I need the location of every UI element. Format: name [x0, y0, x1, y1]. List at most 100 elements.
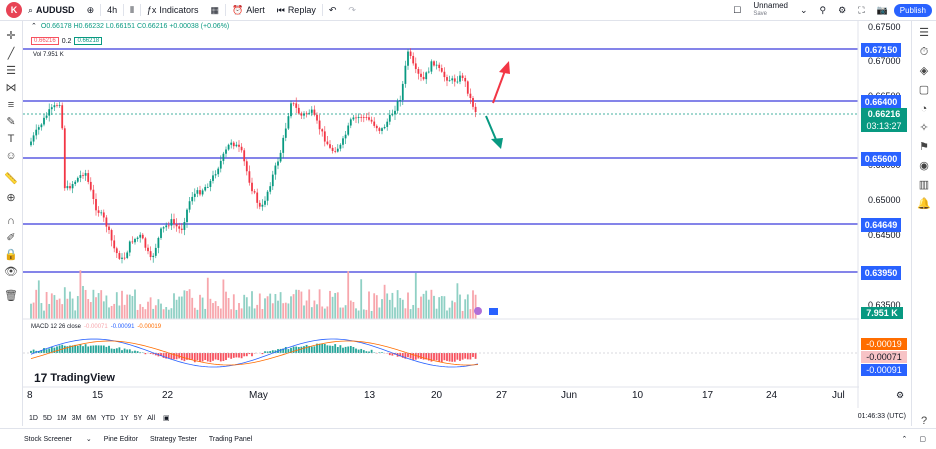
horizontal-lines-icon[interactable]: ☰	[4, 64, 18, 78]
notifications-icon[interactable]: 🔔	[917, 197, 931, 211]
range-1m[interactable]: 1M	[57, 415, 67, 422]
candle-body	[121, 258, 123, 259]
candle-body	[48, 109, 50, 115]
zoom-in-icon[interactable]: ⊕	[4, 191, 18, 205]
tab-pine-editor[interactable]: Pine Editor	[104, 436, 138, 443]
visibility-icon[interactable]: 👁	[4, 265, 18, 279]
gear-icon[interactable]: ⚙	[832, 0, 852, 20]
candle-body	[191, 197, 193, 201]
replay-button[interactable]: ⏮Replay	[271, 0, 322, 20]
candle-body	[124, 258, 126, 259]
settings-gear-icon[interactable]: ⚙	[896, 390, 904, 401]
chart-type-button[interactable]: ⫴	[124, 0, 140, 20]
flag-icon[interactable]	[489, 308, 498, 315]
redo-button[interactable]: ↷	[342, 0, 362, 20]
range-all[interactable]: All	[147, 415, 155, 422]
quick-search-icon[interactable]: ⚲	[814, 0, 833, 20]
streams-icon[interactable]: ◉	[917, 159, 931, 173]
alert-button[interactable]: ⏰Alert	[226, 0, 271, 20]
undo-button[interactable]: ↶	[323, 0, 343, 20]
emoji-icon[interactable]: ☺	[4, 149, 18, 163]
fib-icon[interactable]: ≡	[4, 98, 18, 112]
chevron-icon[interactable]: ⌃	[31, 22, 37, 30]
macd-histogram-bar	[173, 353, 175, 359]
tv-icon: 17	[34, 371, 47, 385]
tab-stock-screener[interactable]: Stock Screener ⌄	[12, 435, 92, 443]
chevron-down-icon[interactable]: ⌄	[794, 0, 814, 20]
replay-icon: ⏮	[277, 5, 285, 16]
volume-bar	[254, 308, 256, 319]
volume-bar	[82, 286, 84, 319]
hotlist-icon[interactable]: ◔	[917, 102, 931, 116]
text-icon[interactable]: T	[4, 132, 18, 146]
volume-bar	[129, 295, 131, 319]
flash-icon[interactable]	[474, 307, 482, 315]
price-chart[interactable]	[23, 21, 859, 408]
range-6m[interactable]: 6M	[86, 415, 96, 422]
fullscreen-icon[interactable]: ⛶	[852, 0, 870, 20]
range-5d[interactable]: 5D	[43, 415, 52, 422]
level-price-label: 0.65600	[861, 152, 901, 166]
publish-button[interactable]: Publish	[894, 4, 932, 17]
candle-body	[241, 147, 243, 151]
layers-icon[interactable]: ◈	[917, 64, 931, 78]
alerts-clock-icon[interactable]: ⏱	[917, 45, 931, 59]
calendar-range-icon[interactable]: ▣	[163, 414, 170, 422]
time-tick: 15	[92, 390, 103, 401]
macd-histogram-bar	[48, 348, 50, 353]
ruler-icon[interactable]: 📏	[4, 172, 18, 186]
magnet-icon[interactable]: ∩	[4, 214, 18, 228]
range-5y[interactable]: 5Y	[134, 415, 143, 422]
utc-clock[interactable]: 01:46:33 (UTC)	[858, 413, 906, 420]
candle-body	[116, 248, 118, 253]
trash-icon[interactable]: 🗑	[4, 289, 18, 303]
maximize-icon[interactable]: ▢	[919, 435, 926, 443]
candle-body	[259, 203, 261, 207]
tab-strategy-tester[interactable]: Strategy Tester	[150, 436, 197, 443]
ideas-icon[interactable]: ✧	[917, 121, 931, 135]
volume-bar	[241, 308, 243, 319]
candle-body	[212, 175, 214, 181]
watchlist-icon[interactable]: ☰	[917, 26, 931, 40]
crosshair-icon[interactable]: ✛	[4, 29, 18, 43]
tab-trading-panel[interactable]: Trading Panel	[209, 436, 252, 443]
macd-histogram-bar	[475, 353, 477, 359]
range-3m[interactable]: 3M	[72, 415, 82, 422]
add-symbol-button[interactable]: ⊕	[81, 0, 101, 20]
up-arrow-head	[499, 61, 510, 74]
camera-icon[interactable]: 📷	[871, 0, 894, 20]
macd-histogram-bar	[301, 347, 303, 353]
lock-icon[interactable]: 🔒	[4, 248, 18, 262]
volume-bar	[425, 291, 427, 319]
templates-button[interactable]: ▦	[204, 0, 225, 20]
layout-checkbox[interactable]: ☐	[727, 0, 747, 20]
current-price: 0.66216	[861, 108, 907, 120]
range-1d[interactable]: 1D	[29, 415, 38, 422]
help-icon[interactable]: ?	[917, 414, 931, 428]
symbol-search[interactable]: ⌕AUDUSD	[22, 0, 81, 20]
candle-body	[262, 205, 264, 207]
bid-price[interactable]: 0.66216	[31, 37, 59, 45]
stay-drawing-icon[interactable]: ✐	[4, 231, 18, 245]
macd-histogram-bar	[85, 344, 87, 353]
range-1y[interactable]: 1Y	[120, 415, 129, 422]
pitchfork-icon[interactable]: ⋈	[4, 81, 18, 95]
candle-body	[311, 110, 313, 113]
volume-bar	[46, 292, 48, 319]
candle-body	[82, 175, 84, 176]
brush-icon[interactable]: ✎	[4, 115, 18, 129]
calendar-icon[interactable]: ▥	[917, 178, 931, 192]
timeframe-button[interactable]: 4h	[101, 0, 123, 20]
user-avatar[interactable]: K	[6, 2, 22, 18]
chat-icon[interactable]: ▢	[917, 83, 931, 97]
candle-body	[160, 228, 162, 237]
time-tick: 20	[431, 390, 442, 401]
data-icon[interactable]: ⚑	[917, 140, 931, 154]
collapse-icon[interactable]: ⌃	[902, 435, 908, 443]
range-ytd[interactable]: YTD	[101, 415, 115, 422]
ask-price[interactable]: 0.66218	[74, 37, 102, 45]
trendline-icon[interactable]: ╱	[4, 47, 18, 61]
